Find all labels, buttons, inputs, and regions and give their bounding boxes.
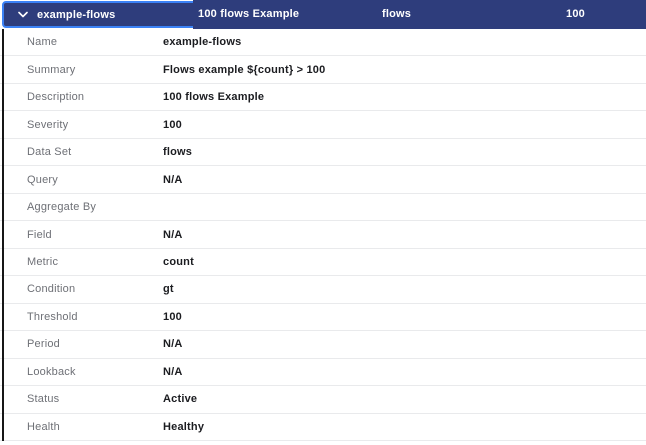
rule-details-panel: Name example-flows Summary Flows example… — [0, 29, 646, 442]
detail-row: Lookback N/A — [0, 359, 646, 387]
detail-row: Period N/A — [0, 331, 646, 359]
detail-row-label: Health — [27, 420, 60, 433]
detail-row-value: N/A — [163, 173, 183, 186]
detail-row-value: N/A — [163, 338, 183, 351]
detail-row: Health Healthy — [0, 414, 646, 442]
detail-row-value: N/A — [163, 365, 183, 378]
detail-row: Threshold 100 — [0, 304, 646, 332]
rule-dataset-cell: flows — [382, 8, 412, 20]
detail-row-label: Period — [27, 338, 60, 351]
rule-severity-cell: 100 — [566, 8, 585, 20]
detail-row-value: Active — [163, 393, 198, 406]
detail-row: Description 100 flows Example — [0, 84, 646, 112]
detail-row-label: Summary — [27, 63, 76, 76]
chevron-down-icon[interactable] — [18, 11, 28, 18]
detail-row: Condition gt — [0, 276, 646, 304]
detail-row-value: gt — [163, 283, 174, 296]
detail-row-value: Flows example ${count} > 100 — [163, 63, 326, 76]
detail-row-label: Status — [27, 393, 60, 406]
detail-row-label: Lookback — [27, 365, 76, 378]
rule-row-columns[interactable]: 100 flows Example flows 100 — [193, 0, 646, 29]
detail-row-label: Threshold — [27, 310, 78, 323]
detail-row-label: Description — [27, 91, 85, 104]
detail-row-value: Healthy — [163, 420, 205, 433]
detail-row: Name example-flows — [0, 29, 646, 57]
detail-row-value: count — [163, 255, 194, 268]
detail-row-value: N/A — [163, 228, 183, 241]
detail-row-value: 100 — [163, 310, 182, 323]
detail-row: Metric count — [0, 249, 646, 277]
rule-name-label: example-flows — [37, 8, 116, 21]
rule-name-cell[interactable]: example-flows — [2, 1, 204, 28]
detail-row-label: Aggregate By — [27, 201, 97, 214]
detail-row: Status Active — [0, 386, 646, 414]
rule-table-row-expanded: example-flows 100 flows Example flows 10… — [0, 0, 646, 29]
detail-row: Field N/A — [0, 221, 646, 249]
detail-row-value: 100 — [163, 118, 182, 131]
detail-row-label: Severity — [27, 118, 69, 131]
detail-row-label: Query — [27, 173, 58, 186]
detail-row-label: Condition — [27, 283, 76, 296]
detail-row-label: Metric — [27, 255, 59, 268]
detail-row-label: Data Set — [27, 146, 72, 159]
detail-row: Query N/A — [0, 166, 646, 194]
detail-row-value: 100 flows Example — [163, 91, 265, 104]
rule-summary-cell: 100 flows Example — [198, 8, 300, 20]
panel-left-border — [2, 29, 4, 441]
detail-row-label: Field — [27, 228, 52, 241]
detail-row-value: example-flows — [163, 36, 242, 49]
detail-row: Severity 100 — [0, 111, 646, 139]
detail-row: Summary Flows example ${count} > 100 — [0, 56, 646, 84]
detail-row: Data Set flows — [0, 139, 646, 167]
detail-row: Aggregate By — [0, 194, 646, 222]
detail-row-label: Name — [27, 36, 58, 49]
detail-row-value: flows — [163, 146, 193, 159]
